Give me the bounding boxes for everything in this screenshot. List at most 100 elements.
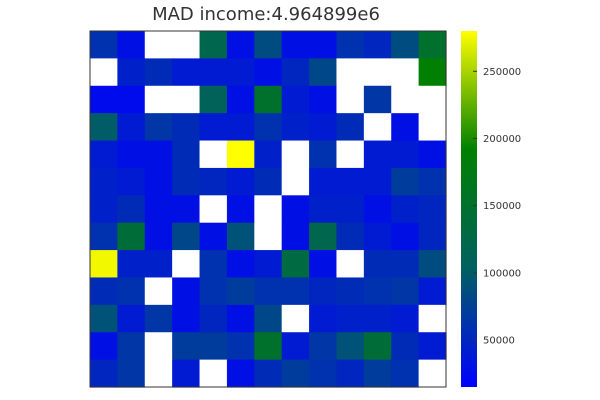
heatmap-cell bbox=[90, 31, 118, 59]
heatmap-cell bbox=[226, 85, 255, 114]
heatmap-cell bbox=[336, 195, 365, 224]
heatmap-cell bbox=[254, 113, 283, 142]
heatmap-cell bbox=[309, 250, 338, 279]
heatmap-cell bbox=[226, 140, 255, 169]
heatmap-cell bbox=[281, 222, 310, 251]
heatmap-cell bbox=[199, 359, 228, 388]
heatmap-cell bbox=[144, 140, 173, 169]
heatmap-cell bbox=[172, 195, 201, 224]
heatmap-cell bbox=[226, 195, 255, 224]
heatmap-cell bbox=[117, 85, 146, 114]
heatmap-cell bbox=[363, 113, 392, 142]
heatmap-cell bbox=[336, 140, 365, 169]
heatmap-cell bbox=[281, 58, 310, 87]
heatmap-cell bbox=[391, 167, 420, 196]
heatmap-cell bbox=[309, 359, 338, 388]
heatmap-cell bbox=[90, 304, 118, 333]
heatmap-cell bbox=[391, 195, 420, 224]
heatmap-cell bbox=[281, 140, 310, 169]
heatmap-cell bbox=[117, 140, 146, 169]
heatmap-cell bbox=[254, 250, 283, 279]
heatmap-cell bbox=[90, 113, 118, 142]
heatmap-cell bbox=[144, 250, 173, 279]
heatmap-cell bbox=[254, 195, 283, 224]
heatmap-cell bbox=[281, 250, 310, 279]
heatmap-cell bbox=[363, 359, 392, 388]
heatmap-cell bbox=[172, 58, 201, 87]
heatmap-cell bbox=[336, 304, 365, 333]
heatmap-cell bbox=[363, 85, 392, 114]
heatmap-cell bbox=[363, 277, 392, 306]
heatmap-cell bbox=[117, 222, 146, 251]
heatmap-cell bbox=[309, 85, 338, 114]
heatmap-cell bbox=[281, 85, 310, 114]
heatmap-cell bbox=[117, 304, 146, 333]
heatmap-cell bbox=[391, 277, 420, 306]
heatmap-cell bbox=[336, 222, 365, 251]
heatmap-cell bbox=[418, 359, 447, 388]
heatmap-cell bbox=[418, 140, 447, 169]
heatmap-cell bbox=[199, 113, 228, 142]
heatmap-cell bbox=[90, 222, 118, 251]
heatmap-cell bbox=[199, 195, 228, 224]
heatmap-cell bbox=[172, 85, 201, 114]
heatmap-cell bbox=[90, 250, 118, 279]
heatmap-cell bbox=[254, 359, 283, 388]
heatmap-cell bbox=[309, 195, 338, 224]
heatmap-cell bbox=[418, 277, 447, 306]
heatmap-cell bbox=[418, 113, 447, 142]
heatmap-cell bbox=[391, 359, 420, 388]
heatmap-cell bbox=[172, 222, 201, 251]
heatmap-cell bbox=[418, 167, 447, 196]
heatmap-cell bbox=[418, 304, 447, 333]
heatmap-cell bbox=[336, 332, 365, 361]
colorbar-tick-label: 200000 bbox=[483, 134, 521, 145]
heatmap-cell bbox=[117, 195, 146, 224]
heatmap-cell bbox=[144, 277, 173, 306]
heatmap-cell bbox=[418, 31, 447, 59]
heatmap-cell bbox=[363, 58, 392, 87]
heatmap-cell bbox=[90, 277, 118, 306]
heatmap-cell bbox=[117, 31, 146, 59]
heatmap-cell bbox=[144, 31, 173, 59]
heatmap-cell bbox=[199, 304, 228, 333]
heatmap-cell bbox=[363, 304, 392, 333]
heatmap-cell bbox=[117, 277, 146, 306]
plot-frame bbox=[89, 30, 447, 388]
heatmap-cell bbox=[336, 113, 365, 142]
heatmap-cell bbox=[199, 31, 228, 59]
heatmap-cell bbox=[226, 304, 255, 333]
heatmap-cell bbox=[336, 167, 365, 196]
heatmap-cell bbox=[254, 277, 283, 306]
heatmap-cell bbox=[418, 58, 447, 87]
heatmap-cell bbox=[172, 359, 201, 388]
heatmap-cell bbox=[281, 304, 310, 333]
heatmap-cell bbox=[117, 332, 146, 361]
colorbar-tick-label: 150000 bbox=[483, 201, 521, 212]
heatmap-cell bbox=[172, 140, 201, 169]
heatmap-cell bbox=[254, 31, 283, 59]
heatmap-cell bbox=[391, 250, 420, 279]
heatmap-cell bbox=[336, 31, 365, 59]
heatmap-cell bbox=[199, 277, 228, 306]
heatmap-cell bbox=[281, 277, 310, 306]
heatmap-cell bbox=[281, 332, 310, 361]
heatmap-cell bbox=[363, 195, 392, 224]
heatmap-cell bbox=[172, 304, 201, 333]
heatmap-cell bbox=[336, 58, 365, 87]
heatmap-cell bbox=[391, 222, 420, 251]
heatmap-cell bbox=[199, 85, 228, 114]
heatmap-cell bbox=[336, 85, 365, 114]
heatmap-cell bbox=[144, 58, 173, 87]
heatmap-cell bbox=[90, 140, 118, 169]
heatmap-cell bbox=[281, 113, 310, 142]
heatmap-cell bbox=[281, 167, 310, 196]
heatmap-cell bbox=[144, 167, 173, 196]
heatmap-cell bbox=[90, 195, 118, 224]
heatmap-cell bbox=[199, 58, 228, 87]
heatmap-cell bbox=[90, 332, 118, 361]
heatmap-cell bbox=[254, 140, 283, 169]
colorbar-tick-label: 250000 bbox=[483, 67, 521, 78]
heatmap-cell bbox=[144, 304, 173, 333]
heatmap-cell bbox=[363, 167, 392, 196]
